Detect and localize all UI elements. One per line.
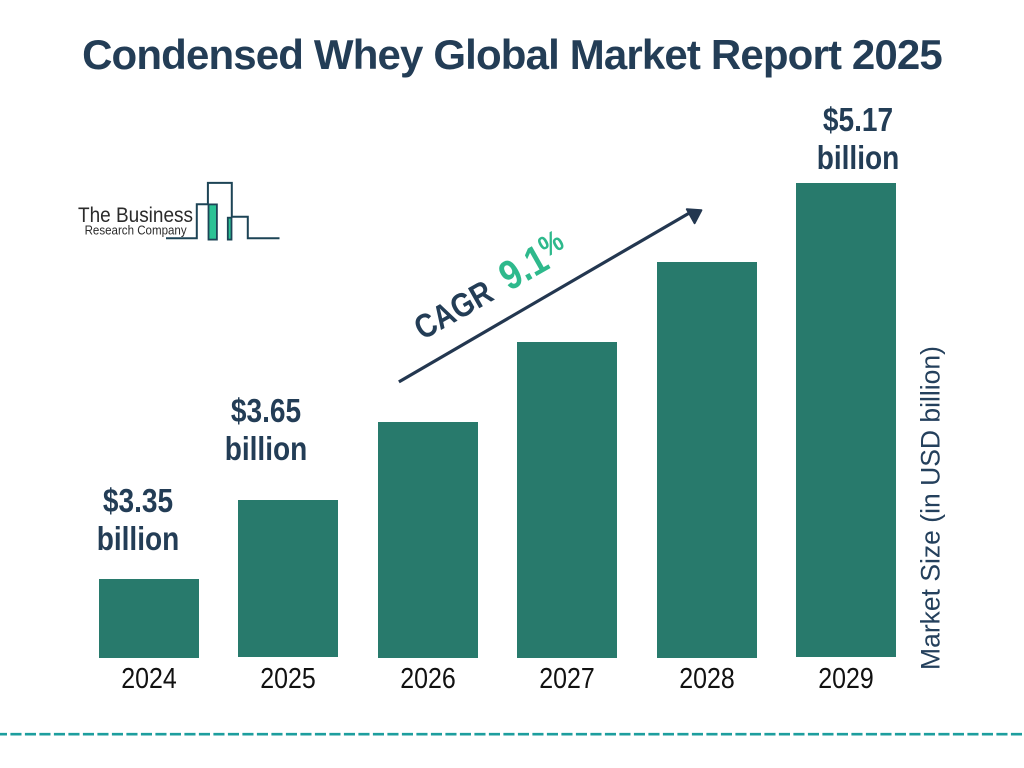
svg-text:The Business: The Business	[78, 204, 193, 227]
svg-text:Research Company: Research Company	[85, 224, 188, 238]
